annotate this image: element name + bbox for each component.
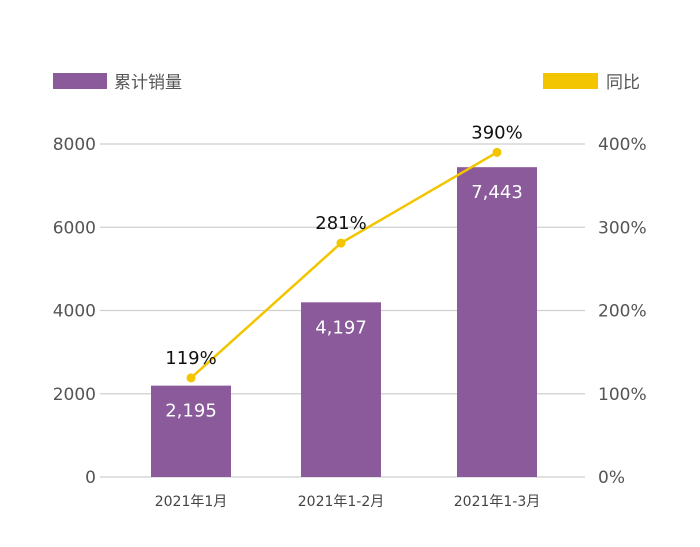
y-right-tick: 100% <box>598 385 647 405</box>
bar <box>457 167 537 477</box>
bar <box>301 302 381 477</box>
line-point <box>186 373 196 383</box>
line-data-label: 281% <box>315 213 366 234</box>
bar-data-label: 2,195 <box>165 401 217 422</box>
y-left-tick: 2000 <box>53 385 96 405</box>
y-left-tick: 8000 <box>53 135 96 155</box>
line-point <box>336 238 346 248</box>
legend-label-bar: 累计销量 <box>114 73 182 93</box>
y-right-tick: 200% <box>598 302 647 322</box>
y-right-tick: 400% <box>598 135 647 155</box>
line-data-label: 390% <box>471 122 522 143</box>
y-right-tick: 300% <box>598 218 647 238</box>
y-left-tick: 6000 <box>53 218 96 238</box>
y-left-tick: 0 <box>85 468 96 488</box>
y-left-tick: 4000 <box>53 302 96 322</box>
line-data-label: 119% <box>165 348 216 369</box>
line-point <box>492 147 502 157</box>
y-right-tick: 0% <box>598 468 625 488</box>
x-tick: 2021年1月 <box>155 494 228 510</box>
bar-data-label: 4,197 <box>315 317 367 338</box>
bar-data-label: 7,443 <box>471 182 523 203</box>
x-tick: 2021年1-2月 <box>298 494 385 510</box>
legend-label-line: 同比 <box>606 73 640 93</box>
x-tick: 2021年1-3月 <box>454 494 541 510</box>
legend-swatch-bar <box>53 73 107 89</box>
legend-swatch-line <box>543 73 598 89</box>
bar <box>151 385 231 477</box>
